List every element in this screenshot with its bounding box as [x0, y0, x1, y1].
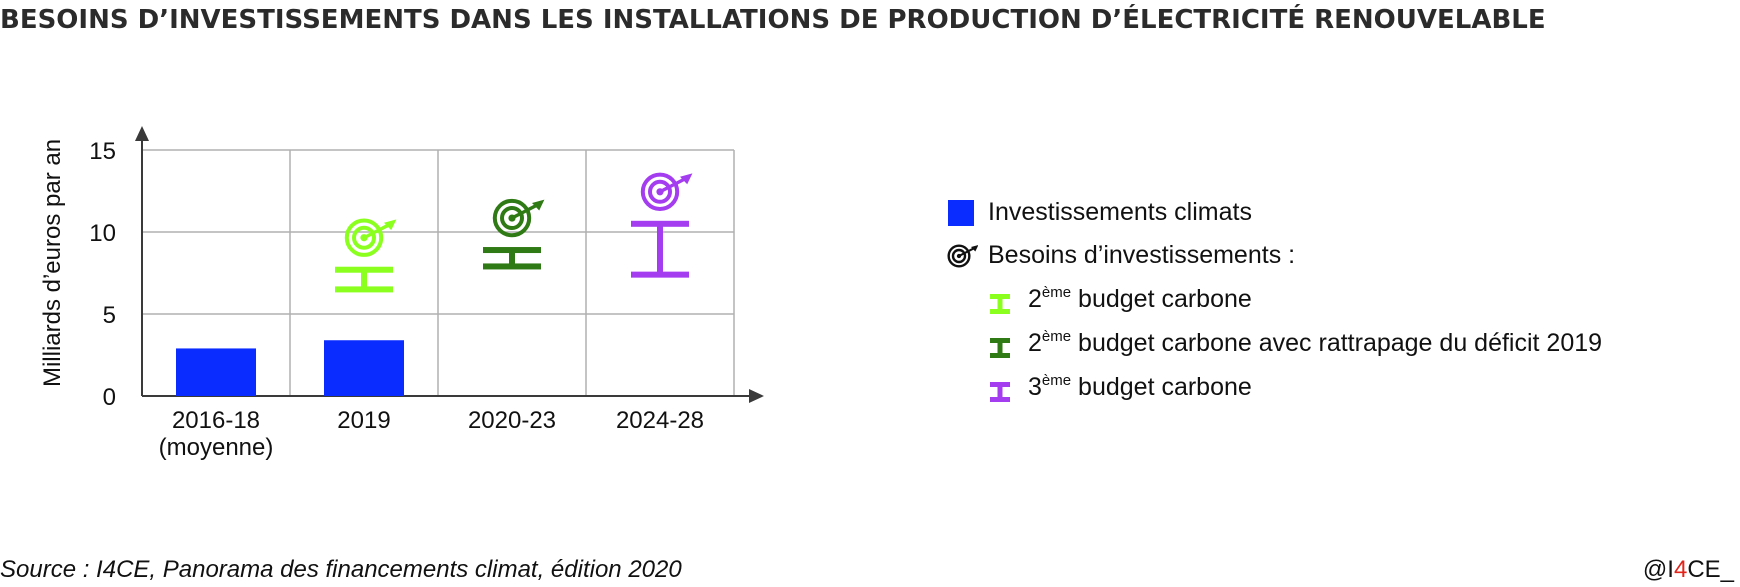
x-tick-label: 2019	[337, 407, 390, 434]
x-tick-label: 2020-23	[468, 407, 556, 434]
target-icon	[640, 172, 693, 212]
range-stem	[657, 223, 663, 275]
source-note: Source : I4CE, Panorama des financements…	[0, 556, 682, 583]
bar	[176, 348, 256, 396]
target-icon	[344, 218, 397, 257]
brand-logo: @I4CE_	[1642, 556, 1734, 583]
x-tick-label: 2024-28	[616, 407, 704, 434]
y-axis-arrow	[135, 126, 149, 141]
y-tick-label: 0	[103, 384, 116, 411]
y-tick-label: 15	[89, 138, 116, 165]
x-tick-label: (moyenne)	[159, 434, 274, 461]
x-axis-arrow	[749, 389, 764, 403]
bar	[324, 340, 404, 396]
range-stem	[361, 269, 367, 290]
x-tick-label: 2016-18	[172, 407, 260, 434]
y-tick-label: 10	[89, 220, 116, 247]
target-icon	[492, 198, 545, 238]
y-tick-label: 5	[103, 302, 116, 329]
chart-title: BESOINS D’INVESTISSEMENTS DANS LES INSTA…	[0, 5, 1546, 35]
y-axis-label: Milliards d’euros par an	[39, 139, 66, 387]
range-stem	[509, 250, 515, 267]
